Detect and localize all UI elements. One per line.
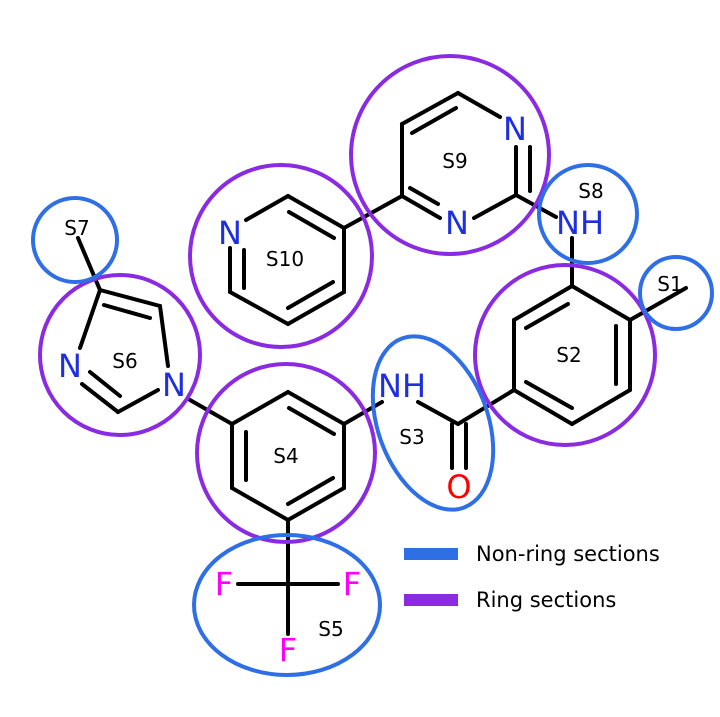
section-outlines [31,54,714,677]
legend: Non-ring sections Ring sections [404,542,660,612]
bond [102,303,152,320]
bond [570,388,632,426]
section-s9-outline [349,54,551,256]
legend-label-ring: Ring sections [476,588,616,612]
bond [408,186,440,206]
atom-nitrogen: N [162,366,186,404]
bond [286,476,335,506]
legend-swatch-non-ring [404,548,458,560]
bond [287,210,336,240]
section-label-s3: S3 [399,425,424,449]
bond [524,380,574,410]
section-label-s2: S2 [556,343,581,367]
bond [78,288,102,350]
atom-nitrogen: N [218,214,242,252]
atom-oxygen: O [446,468,471,506]
bond [230,390,290,426]
section-labels: S1 S2 S3 S4 S5 S6 S7 S8 S9 S10 [64,149,682,641]
bond [512,388,574,426]
bond [570,284,632,322]
section-label-s4: S4 [273,444,298,468]
bond [286,280,335,310]
section-s3-outline [370,334,496,512]
bond [80,382,120,414]
bond [244,194,290,222]
bond [286,390,346,426]
section-label-s1: S1 [657,272,682,296]
section-s10-outline [188,163,374,349]
section-s7-outline [31,196,119,284]
section-label-s6: S6 [112,349,137,373]
section-label-s9: S9 [442,149,467,173]
legend-swatch-ring [404,594,458,606]
bond [286,194,346,230]
bond [416,400,460,426]
legend-label-non-ring: Non-ring sections [476,542,660,566]
atom-fluorine: F [279,631,297,669]
atom-nitrogen: N [503,110,527,148]
bond [628,286,688,322]
section-label-s7: S7 [64,216,89,240]
atom-nitrogen: N [58,347,82,385]
section-s2-outline [473,263,657,447]
section-s4-outline [195,362,377,544]
bond [524,302,570,330]
bond [400,91,460,126]
bond [286,290,346,326]
atom-nitrogen: N [445,204,469,242]
bond [400,194,442,220]
bond [116,388,160,414]
bond [286,486,346,522]
section-s6-outline [38,273,202,437]
bond [287,406,336,436]
atom-fluorine: F [215,565,233,603]
bond [188,398,234,426]
section-label-s8: S8 [578,179,603,203]
bond [76,236,102,292]
bond [158,304,170,368]
section-label-s5: S5 [318,617,343,641]
atom-fluorine: F [343,565,361,603]
section-s1-outline [638,255,714,331]
bonds [76,91,688,636]
bond [410,106,458,135]
bond [230,486,290,522]
atom-labels: N N NH N N N NH O F F F [58,110,604,669]
section-s8-outline [537,163,639,265]
bond [98,288,162,308]
bond [342,400,384,426]
bond [456,91,502,119]
atom-nh: NH [378,367,426,405]
bond [228,290,290,326]
bond [88,370,122,398]
section-label-s10: S10 [266,247,304,271]
bond [512,284,574,322]
bond [472,193,518,220]
bond [342,194,404,230]
section-s5-outline [192,533,382,677]
atom-nh: NH [556,204,604,242]
